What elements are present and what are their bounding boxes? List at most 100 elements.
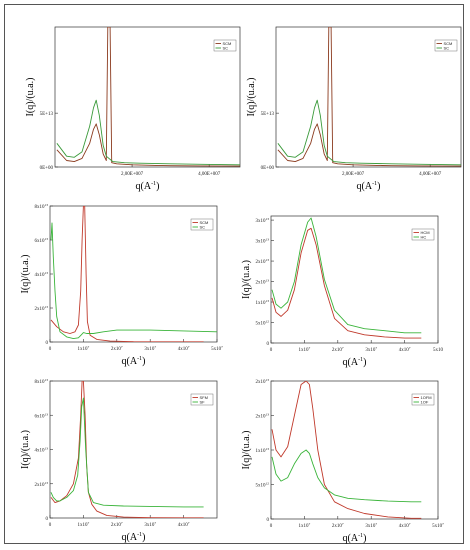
x-tick-text: 4,00E+007: [419, 172, 442, 177]
y-tick-label: 2x1013: [35, 305, 49, 312]
legend-box: [190, 393, 214, 406]
x-tick-label: 0: [49, 523, 52, 528]
x-tick-exponent: 7: [375, 522, 377, 526]
x-tick-label: 1x107: [299, 346, 311, 353]
y-tick-exponent: 13: [45, 203, 49, 207]
x-tick-exponent: 7: [375, 346, 377, 350]
chart-panel-1: 2,00E+007 4,00E+007 0E+00 5E+13 q(A-1) I(q)/(…: [25, 26, 241, 192]
y-tick-text: 0: [267, 518, 270, 523]
x-tick-label: 5x107: [211, 345, 223, 352]
x-tick-exponent: 7: [154, 345, 156, 349]
x-axis-label-text: q(A: [136, 181, 152, 192]
x-axis-label: q(A-1): [343, 357, 367, 368]
y-axis-label: I(q)/(u.a.): [246, 78, 257, 117]
chart-panel-6: 0 1x107 2x107 3x107 4x107 5x10705x10121x10132…: [241, 378, 444, 544]
y-tick-text: 1x10: [256, 301, 267, 306]
x-tick-label: 1x107: [299, 522, 311, 529]
y-tick-exponent: 13: [266, 279, 270, 283]
x-tick-label: 2x107: [332, 522, 344, 529]
y-axis-label: I(q)/(u.a.): [241, 260, 252, 299]
legend-label: SCM: [444, 41, 453, 46]
x-tick-text: 4x10: [178, 523, 189, 528]
series-line-sf: [50, 397, 204, 508]
x-axis-label-close: ): [142, 532, 145, 543]
y-tick-text: 0: [46, 517, 49, 522]
x-axis-label-text: q(A: [343, 533, 359, 544]
legend-box: [434, 39, 458, 52]
y-tick-text: 0: [46, 341, 49, 346]
x-tick-exponent: 7: [121, 345, 123, 349]
x-tick-text: 4x10: [178, 347, 189, 352]
plot-area: [275, 26, 462, 168]
x-axis-label-text: q(A: [122, 532, 138, 543]
x-tick-text: 3x10: [144, 523, 155, 528]
x-tick-text: 2x10: [111, 347, 122, 352]
y-tick-label: 3x1013: [256, 238, 270, 245]
y-tick-label: 5E+13: [40, 112, 54, 117]
x-axis-label-exponent: -1: [137, 532, 142, 538]
x-tick-text: 4,00E+007: [198, 172, 221, 177]
y-tick-label: 0E+00: [40, 166, 54, 171]
y-tick-exponent: 13: [266, 258, 270, 262]
y-tick-label: 5x1012: [256, 320, 270, 327]
legend-label: SC: [223, 46, 229, 51]
y-axis-label: I(q)/(u.a.): [20, 430, 31, 469]
x-tick-text: 2x10: [111, 523, 122, 528]
x-tick-exponent: 7: [409, 522, 411, 526]
y-tick-text: 2x10: [35, 483, 46, 488]
y-tick-exponent: 13: [266, 217, 270, 221]
x-axis-label-text: q(A: [357, 181, 373, 192]
x-tick-text: 0: [49, 523, 52, 528]
y-tick-exponent: 13: [266, 378, 270, 382]
x-axis-label: q(A-1): [343, 533, 367, 544]
x-tick-exponent: 7: [342, 346, 344, 350]
x-tick-label: 2,00E+007: [121, 172, 144, 177]
x-tick-text: 4x10: [399, 348, 410, 353]
x-tick-text: 2,00E+007: [342, 172, 365, 177]
y-tick-text: 4x10: [35, 273, 46, 278]
x-axis-label-close: ): [363, 357, 366, 368]
x-axis-label-close: ): [377, 181, 380, 192]
chart-panel-5: 0 1x107 2x107 3x107 4x10702x10134x10136x1013…: [20, 378, 218, 543]
y-tick-exponent: 12: [266, 320, 270, 324]
y-tick-text: 8x10: [35, 380, 46, 385]
x-tick-exponent: 7: [154, 521, 156, 525]
x-axis-label: q(A-1): [136, 181, 160, 192]
x-axis-label-text: q(A: [343, 357, 359, 368]
series-group: [277, 27, 461, 167]
x-tick-label: 0: [270, 348, 273, 353]
y-tick-text: 2x10: [256, 415, 267, 420]
x-tick-text: 0: [270, 348, 273, 353]
y-axis-label: I(q)/(u.a.): [20, 255, 31, 294]
x-tick-text: 2x10: [332, 524, 343, 529]
y-tick-label: 2x1013: [256, 258, 270, 265]
series-line-scm: [56, 27, 240, 167]
x-tick-exponent: 7: [309, 522, 311, 526]
series-line-sfm: [50, 381, 204, 518]
y-tick-text: 4x10: [35, 449, 46, 454]
legend-label: SC: [200, 225, 206, 230]
x-tick-text: 4x10: [399, 524, 410, 529]
series-group: [271, 381, 422, 519]
y-tick-exponent: 13: [45, 447, 49, 451]
series-line-1ofm: [271, 381, 422, 519]
x-tick-label: 2x107: [111, 345, 123, 352]
x-tick-label: 0: [49, 347, 52, 352]
y-tick-label: 0: [46, 517, 49, 522]
x-tick-exponent: 7: [121, 521, 123, 525]
y-tick-label: 4x1013: [35, 271, 49, 278]
y-tick-exponent: 13: [45, 237, 49, 241]
x-tick-label: 1x107: [78, 345, 90, 352]
x-tick-text: 5x10: [433, 348, 444, 353]
legend-label: HC: [421, 235, 427, 240]
y-tick-text: 2x10: [256, 260, 267, 265]
x-axis-label-close: ): [156, 181, 159, 192]
x-tick-label: 3x107: [144, 345, 156, 352]
x-tick-label: 5x107: [432, 522, 444, 529]
x-tick-label: 2,00E+007: [342, 172, 365, 177]
x-axis-label-exponent: -1: [137, 356, 142, 362]
y-tick-label: 8x1013: [35, 203, 49, 210]
y-tick-text: 5E+13: [261, 112, 275, 117]
y-tick-label: 8x1013: [35, 378, 49, 385]
legend-box: [190, 218, 214, 231]
